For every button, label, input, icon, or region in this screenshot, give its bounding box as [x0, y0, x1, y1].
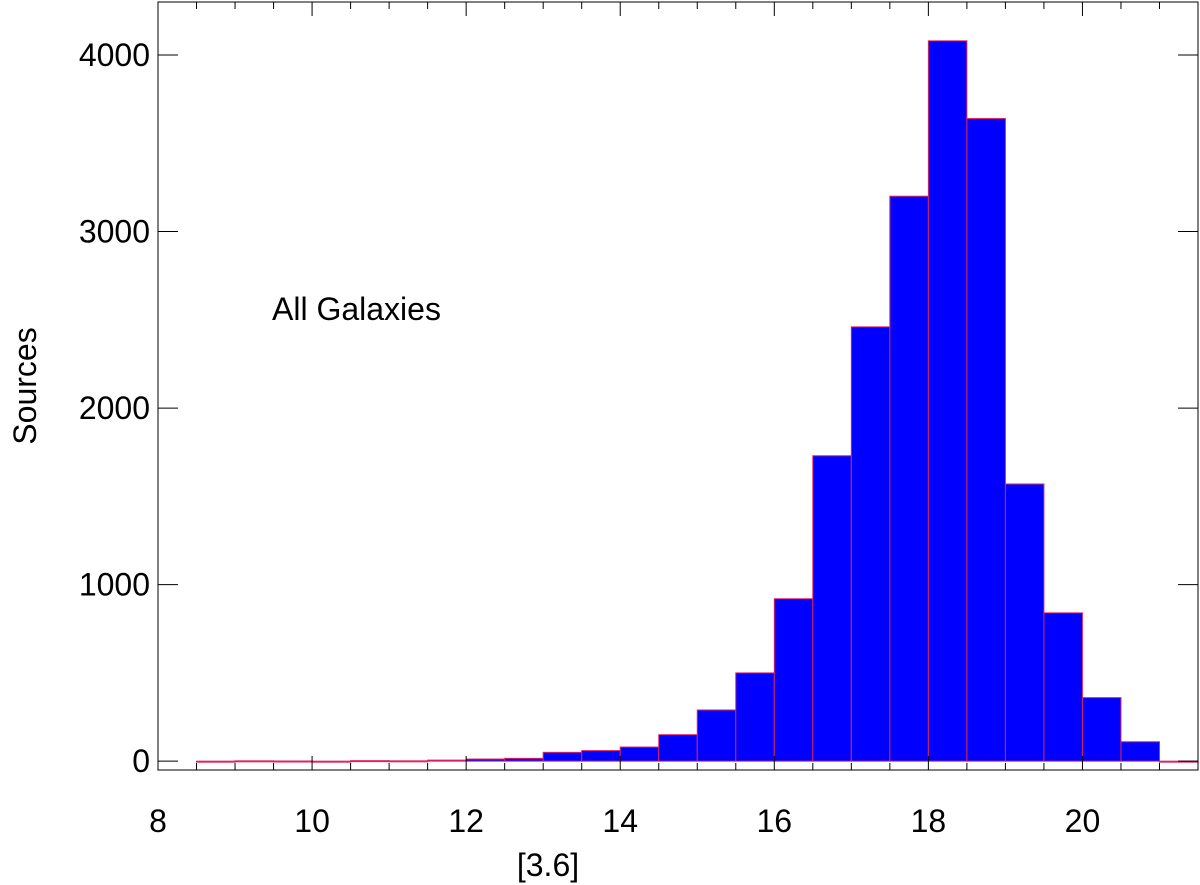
- histogram-bar: [581, 750, 621, 762]
- x-tick-label: 10: [294, 803, 330, 839]
- histogram-bar: [966, 118, 1006, 762]
- bars-group: [196, 40, 1199, 763]
- x-tick-label: 12: [448, 803, 484, 839]
- histogram-bar: [234, 760, 275, 763]
- x-tick-label: 20: [1065, 803, 1101, 839]
- y-tick-label: 2000: [79, 390, 150, 426]
- x-tick-label: 14: [602, 803, 638, 839]
- histogram-bar: [889, 195, 929, 762]
- x-tick-label: 18: [911, 803, 947, 839]
- histogram-bar: [311, 760, 352, 763]
- ticks-group: 8 10 12 14 16 18 20 0 1000 2000 3000 4000: [79, 2, 1199, 839]
- annotation-label: All Galaxies: [272, 291, 441, 327]
- histogram-bar: [1043, 612, 1083, 762]
- y-tick-label: 1000: [79, 567, 150, 603]
- histogram-bar: [773, 598, 814, 762]
- x-tick-label: 8: [149, 803, 167, 839]
- histogram-bar: [273, 760, 313, 763]
- y-tick-label: 0: [132, 743, 150, 779]
- y-tick-label: 4000: [79, 37, 150, 73]
- histogram-bar: [735, 672, 775, 762]
- histogram-bar: [1004, 483, 1045, 762]
- x-axis-label: [3.6]: [517, 847, 579, 883]
- y-tick-label: 3000: [79, 214, 150, 250]
- histogram-bar: [696, 709, 737, 762]
- histogram-bar: [812, 455, 852, 762]
- plot-frame: [157, 1, 1199, 771]
- histogram-bar: [388, 760, 429, 763]
- histogram-bar: [504, 757, 544, 762]
- histogram-bar: [196, 760, 236, 763]
- histogram-bar: [619, 746, 660, 762]
- histogram-bar: [465, 758, 506, 762]
- y-axis-label: Sources: [7, 327, 43, 444]
- histogram-bar: [850, 326, 891, 762]
- histogram-bar: [1081, 697, 1122, 762]
- histogram-bar: [427, 759, 467, 762]
- histogram-bar: [927, 40, 968, 762]
- histogram-bar: [350, 760, 390, 763]
- histogram-bar: [1120, 741, 1160, 762]
- histogram-bar: [542, 751, 583, 762]
- x-tick-label: 16: [756, 803, 792, 839]
- histogram-bar: [658, 734, 698, 762]
